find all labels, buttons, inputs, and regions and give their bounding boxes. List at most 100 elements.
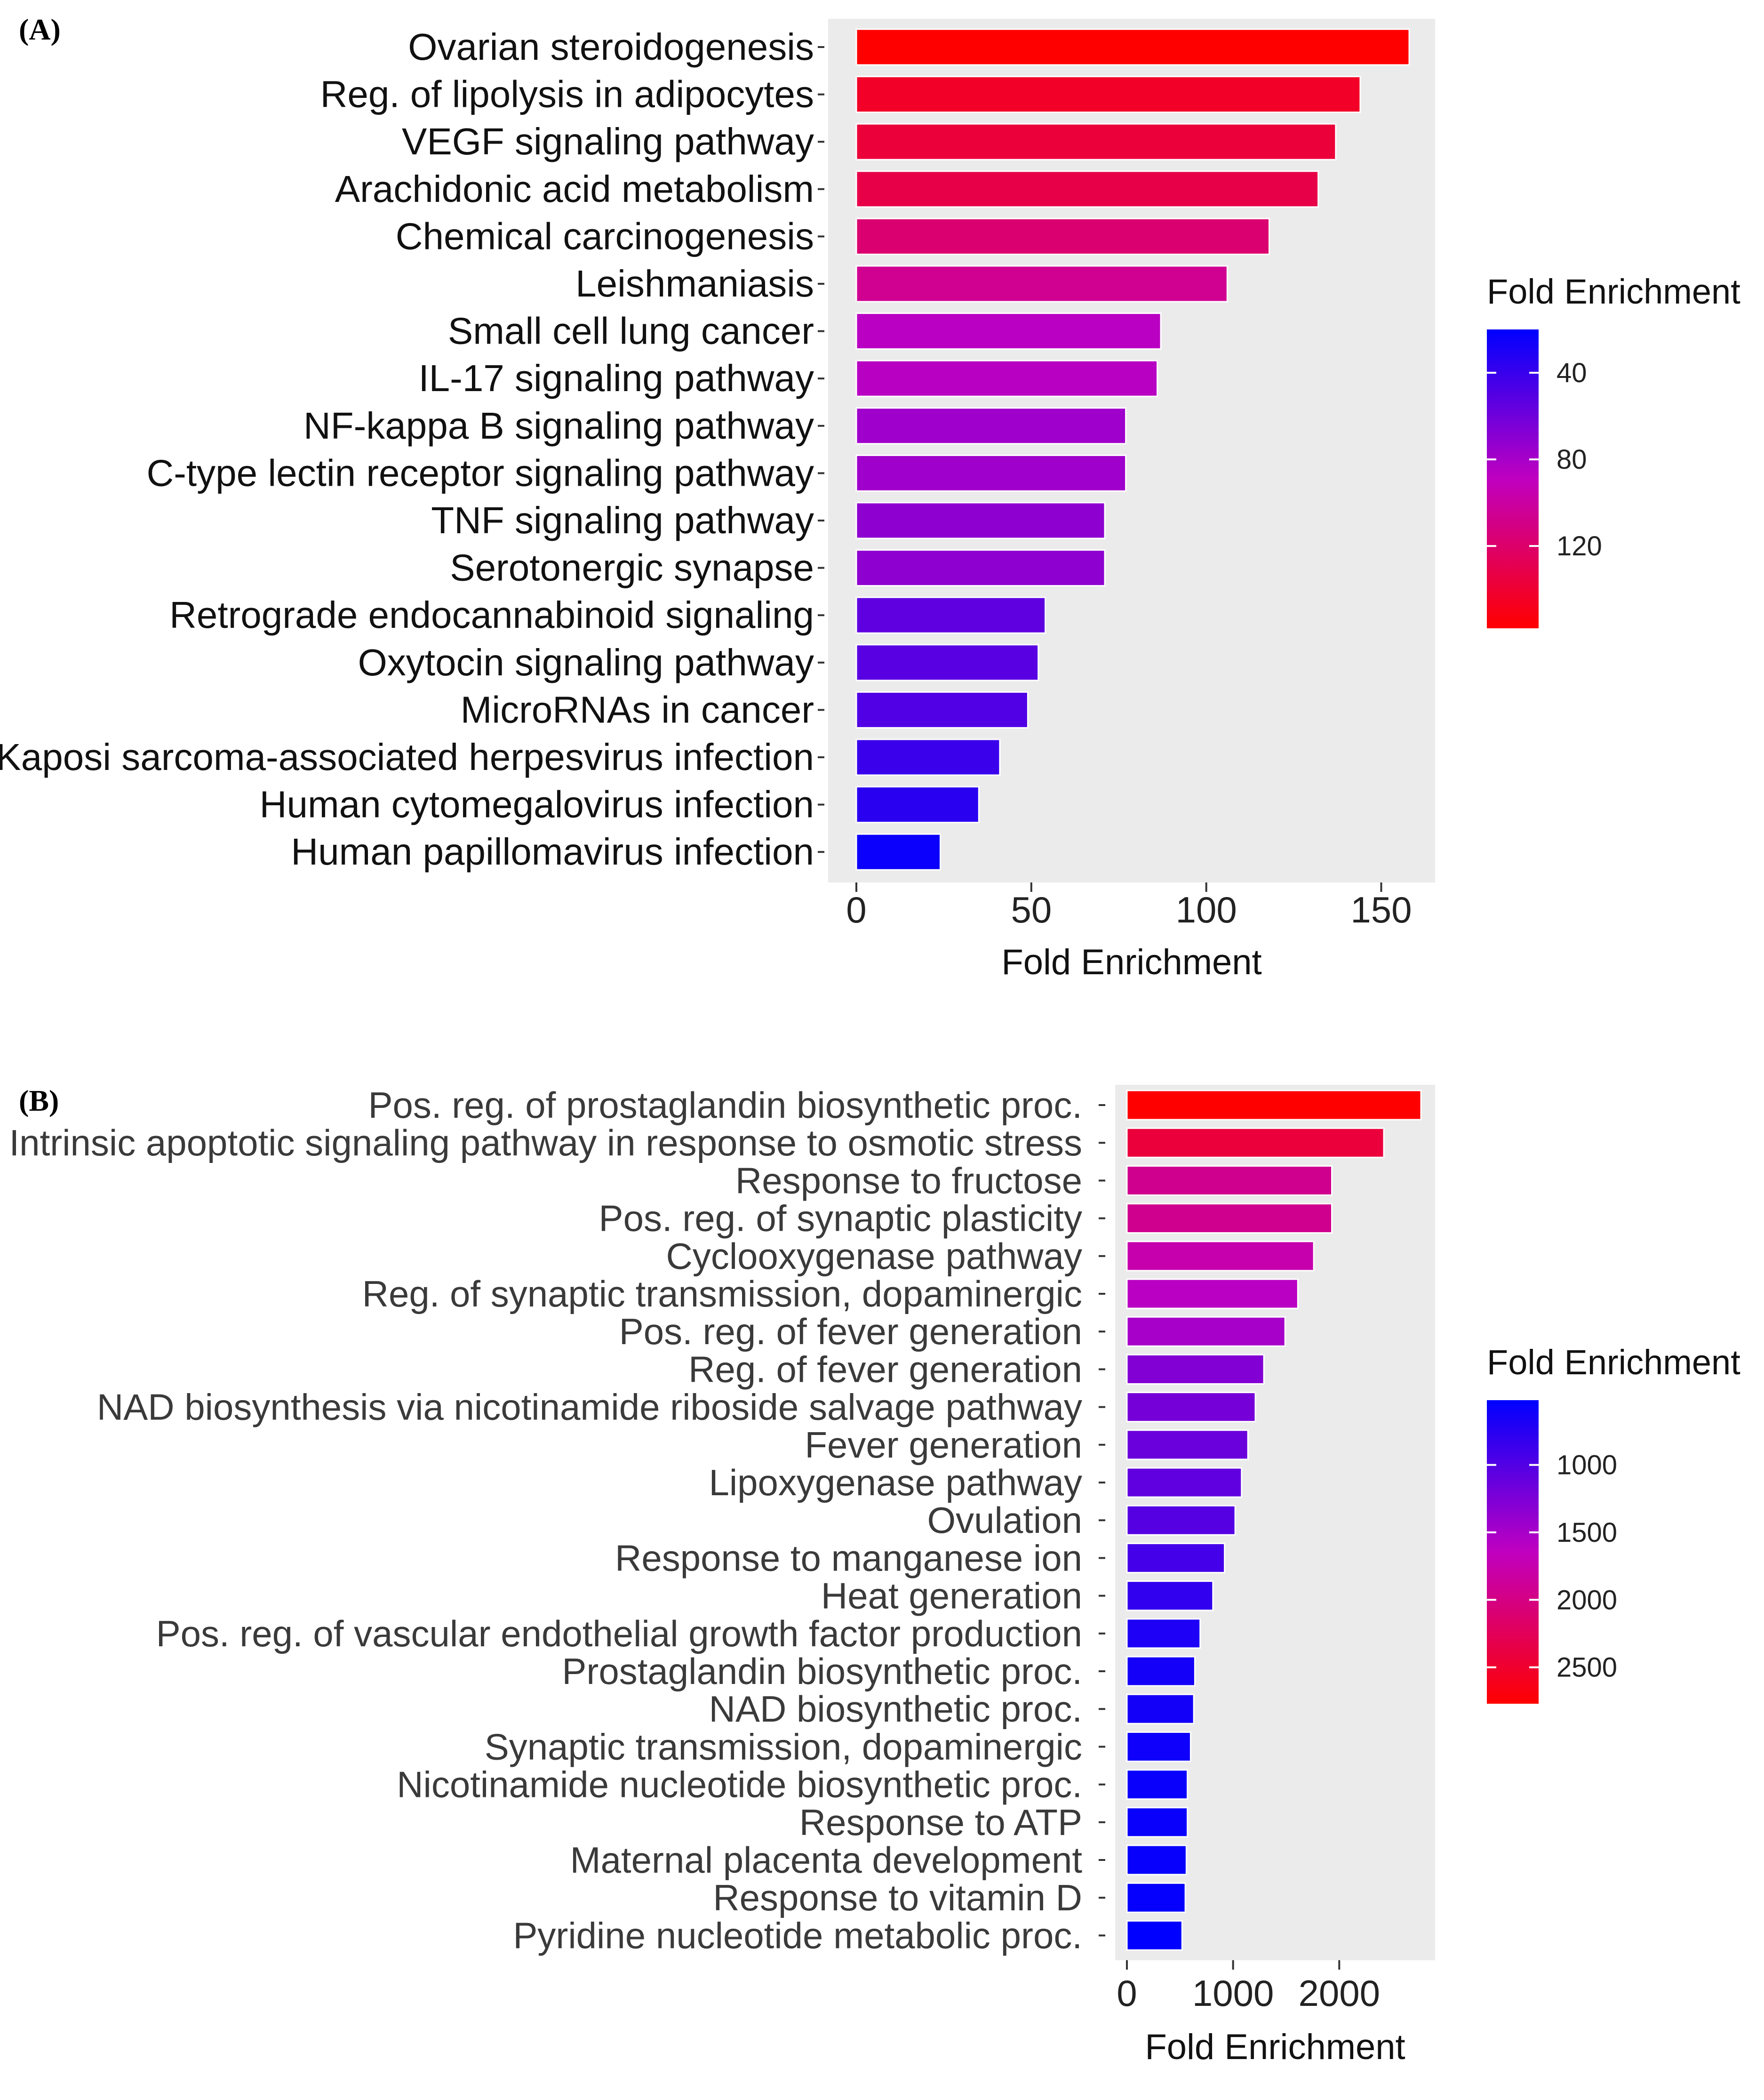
panel-b-legend-colorbar [1487,1400,1539,1704]
bar [1126,1127,1385,1158]
bar [855,644,1039,681]
panel-a-x-ticks: 0 50 100 150 [846,882,1412,930]
x-tick-label: 0 [846,889,866,930]
bar [1126,1354,1265,1385]
panel-a-legend: Fold Enrichment 40 80 120 [1487,272,1740,628]
category-label: Human cytomegalovirus infection [260,784,814,826]
panel-a-bars [855,28,1410,871]
bar [1126,1505,1236,1536]
category-label: MicroRNAs in cancer [461,689,814,730]
panel-b-legend-ticks: 1000 1500 2000 2500 [1487,1450,1617,1683]
category-label: Pyridine nucleotide metabolic proc. [513,1915,1082,1956]
bar [1126,1920,1183,1951]
bar [855,265,1228,303]
category-label: Lipoxygenase pathway [709,1462,1082,1503]
legend-tick-label: 80 [1556,444,1587,475]
panel-a-x-axis-title: Fold Enrichment [1001,942,1261,982]
bar [855,786,980,824]
category-label: Pos. reg. of fever generation [619,1311,1082,1352]
category-label: Maternal placenta development [570,1839,1083,1881]
bar [855,502,1106,539]
panel-b-bars [1126,1090,1422,1951]
category-label: Reg. of fever generation [688,1348,1082,1390]
bar [855,691,1029,729]
category-label: Pos. reg. of synaptic plasticity [599,1198,1082,1239]
category-label: Human papillomavirus infection [291,831,814,873]
bar [1126,1618,1201,1649]
panel-b-legend-title: Fold Enrichment [1487,1343,1740,1382]
legend-tick-label: 1000 [1556,1450,1617,1481]
category-label: Reg. of synaptic transmission, dopaminer… [362,1273,1082,1315]
bar [1126,1278,1299,1309]
category-label: Pos. reg. of prostaglandin biosynthetic … [368,1084,1082,1126]
category-label: Response to manganese ion [615,1537,1082,1579]
panel-b-x-ticks: 0 1000 2000 [1117,1960,1380,2014]
bar [1126,1392,1256,1423]
category-label: Small cell lung cancer [448,310,814,352]
category-label: Pos. reg. of vascular endothelial growth… [156,1613,1082,1654]
bar [855,407,1127,445]
category-label: NAD biosynthesis via nicotinamide ribosi… [97,1387,1082,1428]
panel-a-legend-title: Fold Enrichment [1487,272,1740,311]
panel-a: (A) Ovarian steroidogenesis Reg. of lipol… [0,13,1740,982]
category-label: Serotonergic synapse [450,547,814,589]
bar [1126,1769,1189,1800]
panel-a-legend-ticks: 40 80 120 [1487,358,1602,561]
bar [855,313,1162,350]
bar [855,549,1106,587]
category-label: Leishmaniasis [575,263,814,305]
category-label: Prostaglandin biosynthetic proc. [562,1651,1082,1692]
bar [1126,1429,1249,1460]
category-label: C-type lectin receptor signaling pathway [146,452,814,494]
bar [855,28,1410,66]
category-label: Ovulation [927,1499,1082,1541]
category-label: VEGF signaling pathway [402,120,814,162]
legend-tick-label: 40 [1556,358,1587,388]
category-label: Kaposi sarcoma-associated herpesvirus in… [0,736,814,778]
category-label: Heat generation [821,1575,1082,1617]
bar [855,360,1158,397]
category-label: Cyclooxygenase pathway [666,1235,1082,1277]
category-label: Nicotinamide nucleotide biosynthetic pro… [397,1764,1082,1805]
panel-a-category-labels: Ovarian steroidogenesis Reg. of lipolysis… [0,26,824,873]
x-tick-label: 150 [1350,889,1412,930]
bar [1126,1165,1333,1196]
bar [855,217,1270,255]
category-label: Retrograde endocannabinoid signaling [169,594,814,636]
bar [1126,1882,1186,1913]
category-label: Synaptic transmission, dopaminergic [485,1726,1082,1767]
category-label: Arachidonic acid metabolism [335,168,814,210]
category-label: Oxytocin signaling pathway [358,641,814,683]
bar [855,170,1319,208]
bar [1126,1580,1214,1611]
category-label: IL-17 signaling pathway [418,357,814,399]
panel-a-plot-background [828,19,1435,882]
panel-b-label: (B) [19,1084,59,1117]
bar [855,123,1337,160]
legend-tick-label: 1500 [1556,1517,1617,1548]
panel-b-category-labels: Pos. reg. of prostaglandin biosynthetic … [9,1084,1105,1956]
category-label: Intrinsic apoptotic signaling pathway in… [9,1122,1082,1163]
bar [1126,1203,1333,1234]
category-label: Chemical carcinogenesis [396,215,814,257]
bar [855,596,1046,634]
category-label: Response to ATP [799,1802,1082,1843]
bar [1126,1316,1286,1347]
panel-b-legend: Fold Enrichment 1000 1500 2000 2500 [1487,1343,1740,1704]
bar [855,76,1361,113]
bar [855,738,1001,776]
bar [1126,1807,1189,1838]
bar [1126,1090,1422,1121]
category-label: NF-kappa B signaling pathway [303,405,814,447]
bar [1126,1844,1187,1876]
bar [1126,1731,1191,1762]
bar [855,454,1127,492]
bar [1126,1542,1226,1573]
bar [855,833,941,871]
category-label: Response to vitamin D [713,1877,1082,1918]
category-label: TNF signaling pathway [431,499,814,541]
bar [1126,1656,1196,1687]
panel-a-legend-colorbar [1487,329,1539,628]
legend-tick-label: 120 [1556,531,1602,561]
